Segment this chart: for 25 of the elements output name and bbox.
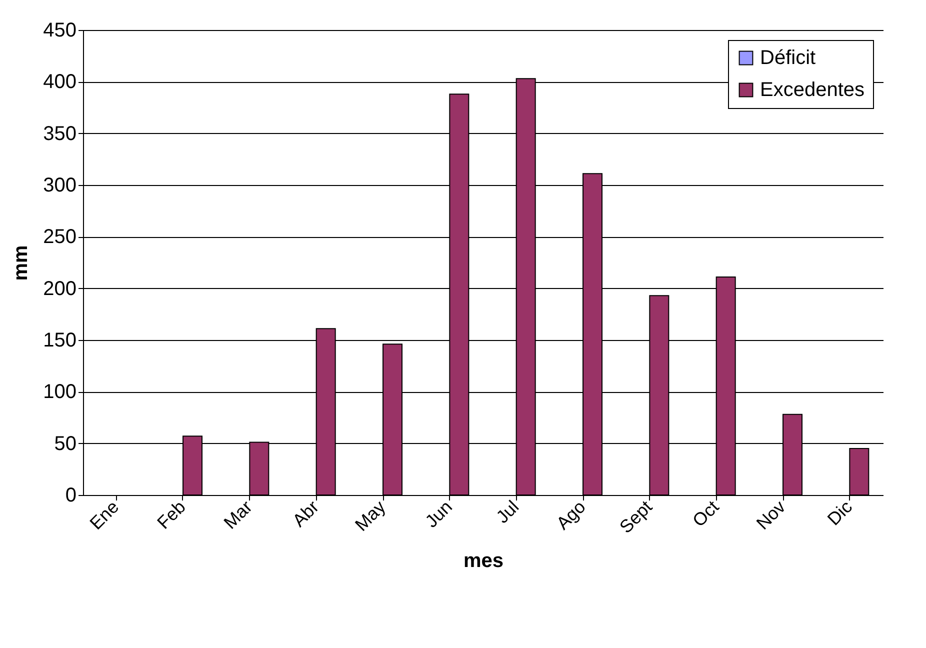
- x-tick-label: Nov: [752, 496, 790, 534]
- x-tick-label: Abr: [288, 496, 323, 531]
- x-tick-label: Jul: [492, 496, 523, 528]
- x-tick-label: Mar: [220, 496, 256, 533]
- y-tick-label: 100: [43, 381, 76, 404]
- y-tick-label: 150: [43, 330, 76, 352]
- y-tick-label: 300: [43, 174, 76, 196]
- x-tick-label: May: [351, 496, 390, 535]
- y-tick-label: 50: [54, 432, 76, 455]
- x-tick-label: Ene: [86, 496, 123, 534]
- y-tick-label: 350: [43, 122, 76, 145]
- y-axis-title: mm: [10, 245, 32, 281]
- x-tick-label: Jun: [421, 496, 456, 532]
- legend-label: Déficit: [760, 47, 816, 69]
- legend-label: Excedentes: [760, 79, 865, 101]
- x-tick-label: Feb: [153, 496, 190, 533]
- y-tick-label: 250: [43, 226, 76, 248]
- y-tick-label: 450: [43, 20, 76, 42]
- x-tick-label: Oct: [688, 496, 723, 531]
- y-tick-label: 0: [65, 484, 76, 506]
- x-tick-label: Dic: [824, 496, 856, 530]
- y-tick-label: 200: [43, 278, 76, 300]
- x-tick-label: Ago: [552, 496, 590, 534]
- x-axis-title: mes: [463, 550, 504, 572]
- y-tick-label: 400: [43, 71, 76, 94]
